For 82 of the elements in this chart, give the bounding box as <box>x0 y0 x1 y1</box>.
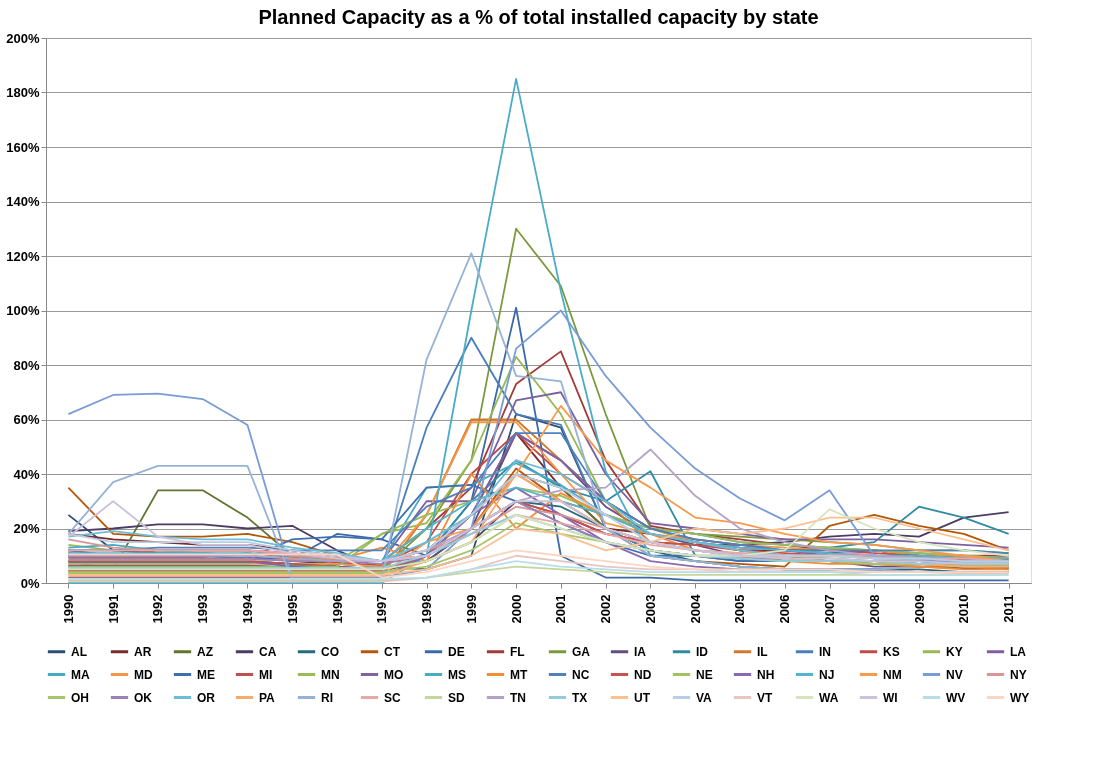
legend-label: IN <box>819 644 831 659</box>
y-tick-label: 0% <box>20 575 40 591</box>
chart-title: Planned Capacity as a % of total installed capacity by state <box>258 6 819 28</box>
legend-label: KS <box>883 644 900 659</box>
x-tick-label: 1991 <box>105 594 121 624</box>
legend-label: RI <box>321 690 333 705</box>
legend-label: AR <box>134 644 152 659</box>
x-tick-label: 1990 <box>60 594 76 624</box>
y-tick-label: 20% <box>13 521 40 536</box>
legend-label: NH <box>757 667 775 682</box>
legend-label: FL <box>510 644 525 659</box>
legend-label: WY <box>1010 690 1030 705</box>
legend-label: CO <box>321 644 339 659</box>
y-tick-label: 140% <box>6 194 40 209</box>
legend-label: DE <box>448 644 465 659</box>
legend-label: NJ <box>819 667 835 682</box>
legend-label: GA <box>572 644 591 659</box>
legend-label: MI <box>259 667 273 682</box>
legend-label: MN <box>321 667 340 682</box>
legend-label: NM <box>883 667 902 682</box>
x-tick-label: 2010 <box>956 594 972 624</box>
y-tick-label: 160% <box>6 139 40 155</box>
x-tick-label: 1995 <box>284 594 300 624</box>
legend-label: OK <box>134 690 153 705</box>
legend-label: ID <box>696 644 709 659</box>
legend-label: OH <box>71 690 89 705</box>
legend-label: NE <box>696 667 713 682</box>
y-tick-label: 60% <box>13 412 40 427</box>
x-tick-label: 2001 <box>553 594 569 624</box>
legend-label: NV <box>946 667 963 682</box>
x-tick-label: 1997 <box>374 594 390 624</box>
x-tick-label: 2002 <box>598 594 614 624</box>
legend-label: IA <box>634 644 647 659</box>
legend-label: WA <box>819 690 839 705</box>
legend-label: CT <box>384 644 401 659</box>
legend-label: MT <box>510 667 528 682</box>
y-tick-label: 100% <box>6 303 40 318</box>
legend-label: AL <box>71 644 87 659</box>
x-tick-label: 2008 <box>866 594 882 624</box>
legend-label: LA <box>1010 644 1027 659</box>
legend-label: WV <box>946 690 966 705</box>
legend-label: SD <box>448 690 465 705</box>
x-tick-label: 1999 <box>463 594 479 624</box>
legend-label: TX <box>572 690 588 705</box>
legend-label: VA <box>696 690 713 705</box>
y-tick-label: 40% <box>13 466 40 482</box>
legend-label: TN <box>510 690 526 705</box>
legend-label: MA <box>71 667 90 682</box>
legend-label: PA <box>259 690 276 705</box>
x-tick-label: 2005 <box>732 594 748 624</box>
legend-label: AZ <box>197 644 213 659</box>
x-tick-label: 1992 <box>150 594 166 624</box>
legend-label: OR <box>197 690 216 705</box>
legend-label: KY <box>946 644 963 659</box>
y-tick-label: 180% <box>6 85 40 100</box>
x-tick-label: 2011 <box>1001 594 1017 623</box>
legend-label: MD <box>134 667 153 682</box>
x-tick-label: 2003 <box>642 594 658 624</box>
y-tick-label: 200% <box>6 30 40 46</box>
x-tick-label: 1993 <box>195 594 211 624</box>
x-tick-label: 2006 <box>777 594 793 624</box>
x-tick-label: 2004 <box>687 593 703 624</box>
legend-label: MO <box>384 667 404 682</box>
legend-label: VT <box>757 690 773 705</box>
legend-label: NC <box>572 667 590 682</box>
x-tick-label: 2009 <box>911 594 927 624</box>
legend-label: SC <box>384 690 401 705</box>
legend-label: ME <box>197 667 215 682</box>
legend-label: NY <box>1010 667 1027 682</box>
legend-label: UT <box>634 690 651 705</box>
x-tick-label: 2000 <box>508 594 524 624</box>
legend-label: IL <box>757 644 768 659</box>
legend-label: ND <box>634 667 652 682</box>
legend-label: WI <box>883 690 898 705</box>
x-tick-label: 1998 <box>419 594 435 624</box>
legend-label: MS <box>448 667 466 682</box>
y-tick-label: 120% <box>6 248 40 264</box>
x-tick-label: 2007 <box>822 594 838 624</box>
x-tick-label: 1994 <box>239 593 255 624</box>
x-tick-label: 1996 <box>329 594 345 624</box>
legend-label: CA <box>259 644 277 659</box>
y-tick-label: 80% <box>13 357 40 373</box>
